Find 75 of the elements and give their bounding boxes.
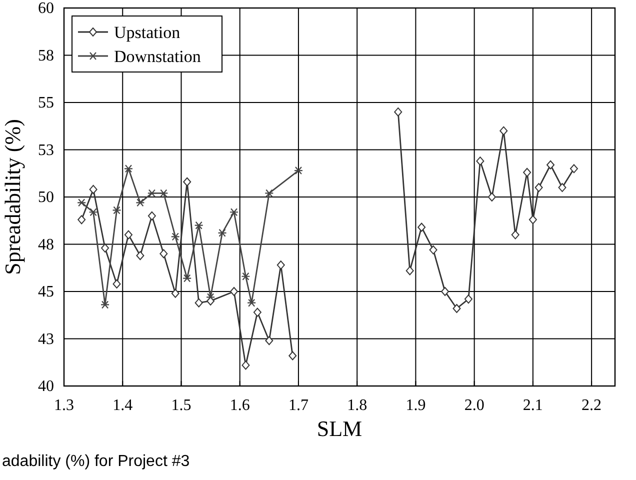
x-tick-label: 2.0: [464, 397, 484, 414]
point: [464, 294, 472, 304]
point: [288, 351, 297, 360]
point: [147, 189, 156, 198]
legend-label: Downstation: [114, 47, 202, 66]
point: [418, 222, 426, 232]
point: [241, 272, 250, 280]
point: [265, 336, 274, 346]
point: [534, 183, 543, 192]
point: [124, 230, 132, 240]
y-tick-label: 53: [38, 142, 54, 159]
point: [523, 168, 532, 177]
point: [511, 230, 520, 240]
point: [528, 215, 537, 224]
point: [101, 244, 110, 253]
point: [78, 215, 86, 224]
point: [500, 126, 508, 136]
point: [394, 107, 402, 116]
point: [194, 298, 203, 308]
point: [488, 192, 496, 202]
point: [570, 164, 578, 174]
x-tick-label: 1.4: [112, 397, 133, 414]
x-tick-label: 2.2: [582, 397, 602, 414]
point: [100, 300, 110, 309]
x-axis-title: SLM: [316, 416, 362, 441]
point: [170, 232, 180, 241]
point: [182, 274, 192, 282]
y-tick-label: 60: [38, 0, 54, 17]
point: [159, 189, 168, 198]
point: [452, 304, 461, 314]
point: [253, 308, 262, 317]
point: [229, 208, 239, 216]
text: adability (%) for Project #3: [2, 453, 190, 470]
x-tick-label: 1.5: [171, 397, 192, 414]
point: [406, 266, 414, 276]
y-tick-label: 45: [38, 284, 54, 300]
point: [160, 249, 168, 258]
point: [112, 279, 121, 288]
point: [136, 198, 145, 207]
x-tick-label: 1.6: [230, 397, 250, 414]
x-tick-label: 1.7: [288, 397, 308, 414]
y-tick-label: 48: [38, 236, 54, 254]
point: [264, 189, 274, 198]
point: [441, 287, 450, 296]
y-tick-label: 43: [38, 330, 54, 348]
point: [242, 360, 250, 370]
point: [183, 177, 192, 186]
point: [148, 211, 156, 220]
point: [206, 293, 216, 302]
x-tick-label: 1.9: [406, 397, 426, 414]
point: [171, 288, 180, 298]
point: [546, 160, 555, 170]
point: [89, 184, 98, 194]
y-tick-label: 55: [38, 94, 54, 112]
point: [247, 298, 256, 307]
point: [558, 183, 566, 192]
point: [136, 251, 144, 260]
point: [294, 166, 304, 175]
y-tick-label: 50: [38, 189, 54, 206]
point: [429, 245, 438, 254]
x-tick-label: 1.3: [54, 397, 74, 414]
y-tick-label: 58: [38, 47, 54, 64]
x-tick-label: 1.8: [347, 397, 368, 414]
x-tick-label: 2.1: [522, 397, 543, 414]
point: [476, 156, 484, 166]
point: [77, 198, 86, 207]
point: [218, 228, 227, 237]
y-axis-title: Spreadability (%): [0, 119, 25, 275]
point: [112, 206, 122, 214]
legend-label: Upstation: [114, 23, 181, 42]
point: [88, 208, 98, 216]
point: [194, 221, 204, 230]
point: [230, 287, 238, 296]
y-tick-label: 40: [38, 378, 54, 395]
point: [124, 164, 134, 173]
